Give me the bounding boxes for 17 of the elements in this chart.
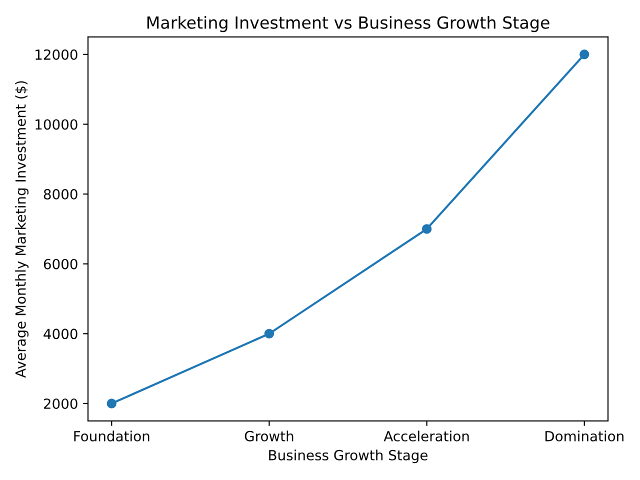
x-tick-label: Acceleration: [384, 430, 469, 442]
point: [580, 50, 590, 60]
y-tick-label: 12000: [36, 49, 78, 60]
point: [422, 224, 432, 234]
y-tick-label: 6000: [44, 258, 78, 270]
x-axis-title: Business Growth Stage: [269, 450, 428, 464]
x-tick-label: Growth: [244, 430, 294, 442]
y-tick-label: 8000: [44, 189, 78, 200]
x-tick-label: Domination: [545, 430, 624, 442]
point: [264, 328, 274, 339]
y-tick-label: 4000: [44, 328, 78, 340]
y-tick-label: 10000: [36, 119, 78, 130]
y-axis-title: Average Monthly Marketing Investment ($): [15, 81, 29, 378]
x-tick-label: Foundation: [74, 430, 150, 442]
chart-title: Marketing Investment vs Business Growth Stage: [147, 16, 550, 32]
point: [106, 398, 116, 408]
y-tick-label: 2000: [44, 398, 78, 409]
